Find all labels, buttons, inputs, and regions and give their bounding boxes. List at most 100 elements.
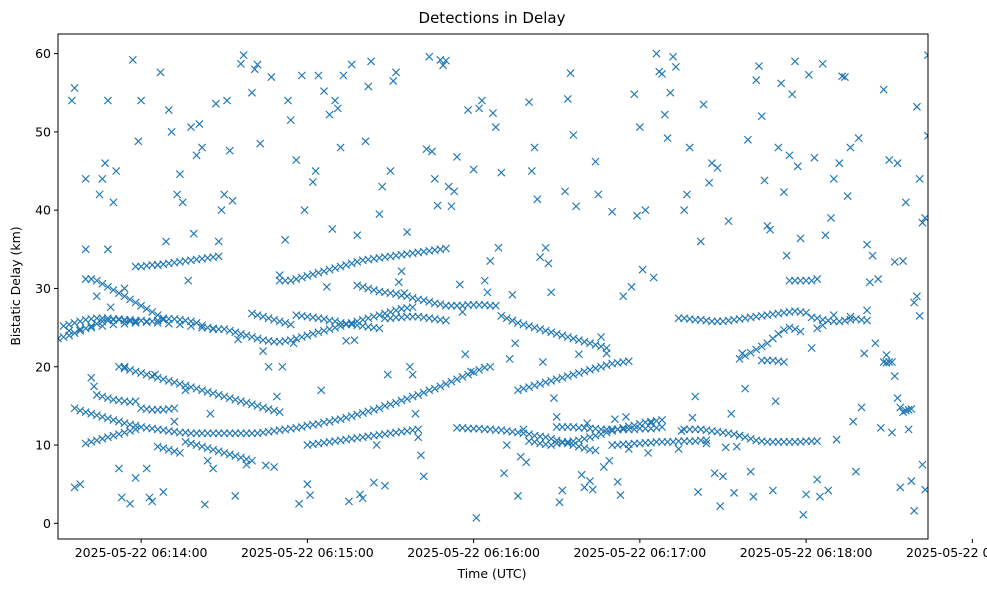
data-point xyxy=(353,281,362,290)
x-tick-label: 2025-05-22 06:17:00 xyxy=(573,545,706,560)
data-point xyxy=(286,116,295,125)
data-point xyxy=(779,325,788,334)
data-point xyxy=(893,394,902,403)
data-point xyxy=(752,76,761,85)
data-point xyxy=(403,228,412,237)
data-point xyxy=(319,87,328,96)
data-point xyxy=(236,329,245,338)
data-point xyxy=(912,292,921,301)
data-point xyxy=(472,513,481,522)
data-point xyxy=(209,389,218,398)
data-point xyxy=(112,167,121,176)
data-point xyxy=(400,289,409,298)
data-point xyxy=(131,425,140,434)
data-point xyxy=(203,387,212,396)
data-point xyxy=(181,381,190,390)
data-point xyxy=(81,174,90,183)
data-point xyxy=(544,259,553,268)
data-point xyxy=(882,358,891,367)
data-point xyxy=(167,127,176,136)
data-point xyxy=(145,493,154,502)
data-point xyxy=(342,336,351,345)
y-tick-label: 10 xyxy=(35,438,51,453)
data-point xyxy=(799,510,808,519)
data-point xyxy=(558,486,567,495)
data-point xyxy=(508,316,517,325)
data-point xyxy=(790,57,800,66)
data-point xyxy=(397,267,406,276)
data-point xyxy=(114,289,123,298)
data-point xyxy=(536,253,545,262)
data-point xyxy=(286,320,295,329)
data-point xyxy=(813,275,822,284)
data-point xyxy=(253,60,262,69)
data-point xyxy=(530,143,539,152)
data-point xyxy=(120,364,129,373)
data-point xyxy=(838,72,847,81)
data-point xyxy=(342,260,351,269)
data-point xyxy=(353,257,362,266)
data-point xyxy=(710,469,719,478)
data-point xyxy=(574,336,583,345)
data-point xyxy=(558,373,567,382)
data-point xyxy=(441,316,450,325)
data-point xyxy=(893,159,902,168)
data-point xyxy=(594,190,603,199)
data-point xyxy=(671,62,680,71)
data-point xyxy=(541,378,550,387)
data-point xyxy=(547,376,556,385)
data-point xyxy=(292,275,301,284)
data-point xyxy=(386,400,395,409)
data-point xyxy=(231,491,240,500)
data-point xyxy=(164,376,173,385)
data-point xyxy=(455,280,464,289)
data-point xyxy=(569,441,578,450)
data-point xyxy=(76,326,85,335)
data-point xyxy=(763,339,772,348)
data-point xyxy=(217,206,226,215)
data-point xyxy=(148,307,157,316)
data-point xyxy=(580,337,589,346)
data-point xyxy=(153,373,162,382)
series-track-main-curve xyxy=(70,362,495,438)
data-point xyxy=(807,343,816,352)
data-point xyxy=(76,325,85,334)
data-point xyxy=(854,134,863,143)
data-point xyxy=(297,332,306,342)
data-point xyxy=(76,480,85,489)
data-point xyxy=(76,317,85,326)
data-point xyxy=(522,458,531,467)
data-point xyxy=(120,292,129,301)
data-point xyxy=(644,448,653,457)
data-point xyxy=(513,386,522,395)
data-point xyxy=(131,318,140,327)
data-point xyxy=(259,347,268,356)
data-point xyxy=(591,340,600,349)
data-point xyxy=(696,237,705,246)
data-point xyxy=(555,498,564,507)
data-point xyxy=(70,329,79,338)
data-point xyxy=(896,483,905,492)
data-point xyxy=(525,322,534,331)
data-point xyxy=(114,464,123,473)
data-point xyxy=(633,211,642,220)
data-point xyxy=(705,178,714,187)
data-point xyxy=(380,309,389,318)
data-point xyxy=(608,426,617,435)
data-point xyxy=(153,442,162,451)
data-point xyxy=(613,477,622,486)
data-point xyxy=(763,221,772,230)
data-point xyxy=(718,472,727,481)
data-point xyxy=(270,315,279,324)
data-point xyxy=(563,372,572,381)
data-point xyxy=(325,325,334,334)
data-point xyxy=(70,404,79,413)
data-point xyxy=(242,331,251,340)
data-point xyxy=(98,434,107,443)
data-point xyxy=(389,76,398,85)
data-point xyxy=(904,425,913,434)
data-point xyxy=(189,229,198,238)
data-point xyxy=(541,326,550,335)
data-point xyxy=(239,51,248,60)
data-point xyxy=(98,279,107,288)
